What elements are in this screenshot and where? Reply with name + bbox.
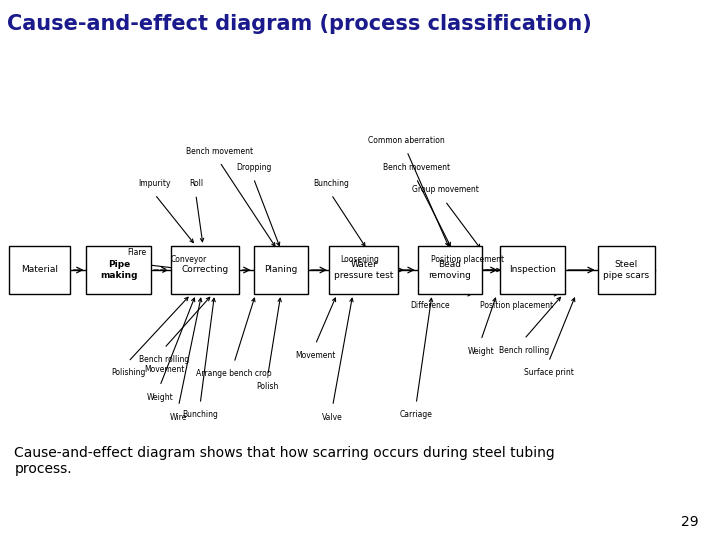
Text: Bunching: Bunching — [182, 410, 218, 420]
Text: Inspection: Inspection — [509, 266, 557, 274]
Text: Conveyor: Conveyor — [171, 254, 207, 264]
Text: Bench rolling
Movement: Bench rolling Movement — [139, 355, 189, 374]
FancyBboxPatch shape — [598, 246, 655, 294]
Text: Water
pressure test: Water pressure test — [334, 260, 393, 280]
Text: 29: 29 — [681, 515, 698, 529]
Text: Cause-and-effect diagram shows that how scarring occurs during steel tubing
proc: Cause-and-effect diagram shows that how … — [14, 446, 555, 476]
Text: Valve: Valve — [323, 413, 343, 422]
Text: Bench rolling: Bench rolling — [499, 346, 549, 355]
Text: Material: Material — [21, 266, 58, 274]
FancyBboxPatch shape — [500, 246, 565, 294]
Text: Weight: Weight — [146, 393, 174, 402]
Text: Bench movement: Bench movement — [382, 163, 450, 172]
Text: Cause-and-effect diagram (process classification): Cause-and-effect diagram (process classi… — [7, 14, 592, 33]
FancyBboxPatch shape — [330, 246, 397, 294]
Text: Impurity: Impurity — [138, 179, 171, 188]
Text: Steel
pipe scars: Steel pipe scars — [603, 260, 649, 280]
Text: Flare: Flare — [127, 248, 146, 257]
Text: Polishing: Polishing — [111, 368, 145, 377]
Text: Wire: Wire — [170, 413, 187, 422]
Text: Bead
removing: Bead removing — [428, 260, 472, 280]
FancyBboxPatch shape — [86, 246, 151, 294]
Text: Position placement: Position placement — [480, 301, 554, 310]
Text: Roll: Roll — [189, 179, 203, 188]
Text: Bunching: Bunching — [313, 179, 349, 188]
Text: Common aberration: Common aberration — [369, 136, 445, 145]
Text: Difference: Difference — [410, 301, 451, 310]
Text: Group movement: Group movement — [412, 185, 478, 194]
FancyBboxPatch shape — [418, 246, 482, 294]
Text: Loosening: Loosening — [341, 254, 379, 264]
Text: Planing: Planing — [264, 266, 297, 274]
Text: Weight: Weight — [467, 347, 495, 356]
Text: Surface print: Surface print — [523, 368, 574, 377]
Text: Carriage: Carriage — [400, 410, 433, 420]
Text: Correcting: Correcting — [181, 266, 229, 274]
Text: Polish: Polish — [256, 382, 279, 391]
Text: Movement: Movement — [295, 351, 336, 360]
Text: Dropping: Dropping — [235, 163, 271, 172]
Text: Position placement: Position placement — [431, 254, 505, 264]
Text: Bench movement: Bench movement — [186, 146, 253, 156]
Text: Pipe
making: Pipe making — [100, 260, 138, 280]
FancyBboxPatch shape — [171, 246, 239, 294]
FancyBboxPatch shape — [254, 246, 308, 294]
FancyBboxPatch shape — [9, 246, 71, 294]
Text: Arrange bench crop: Arrange bench crop — [196, 369, 272, 379]
